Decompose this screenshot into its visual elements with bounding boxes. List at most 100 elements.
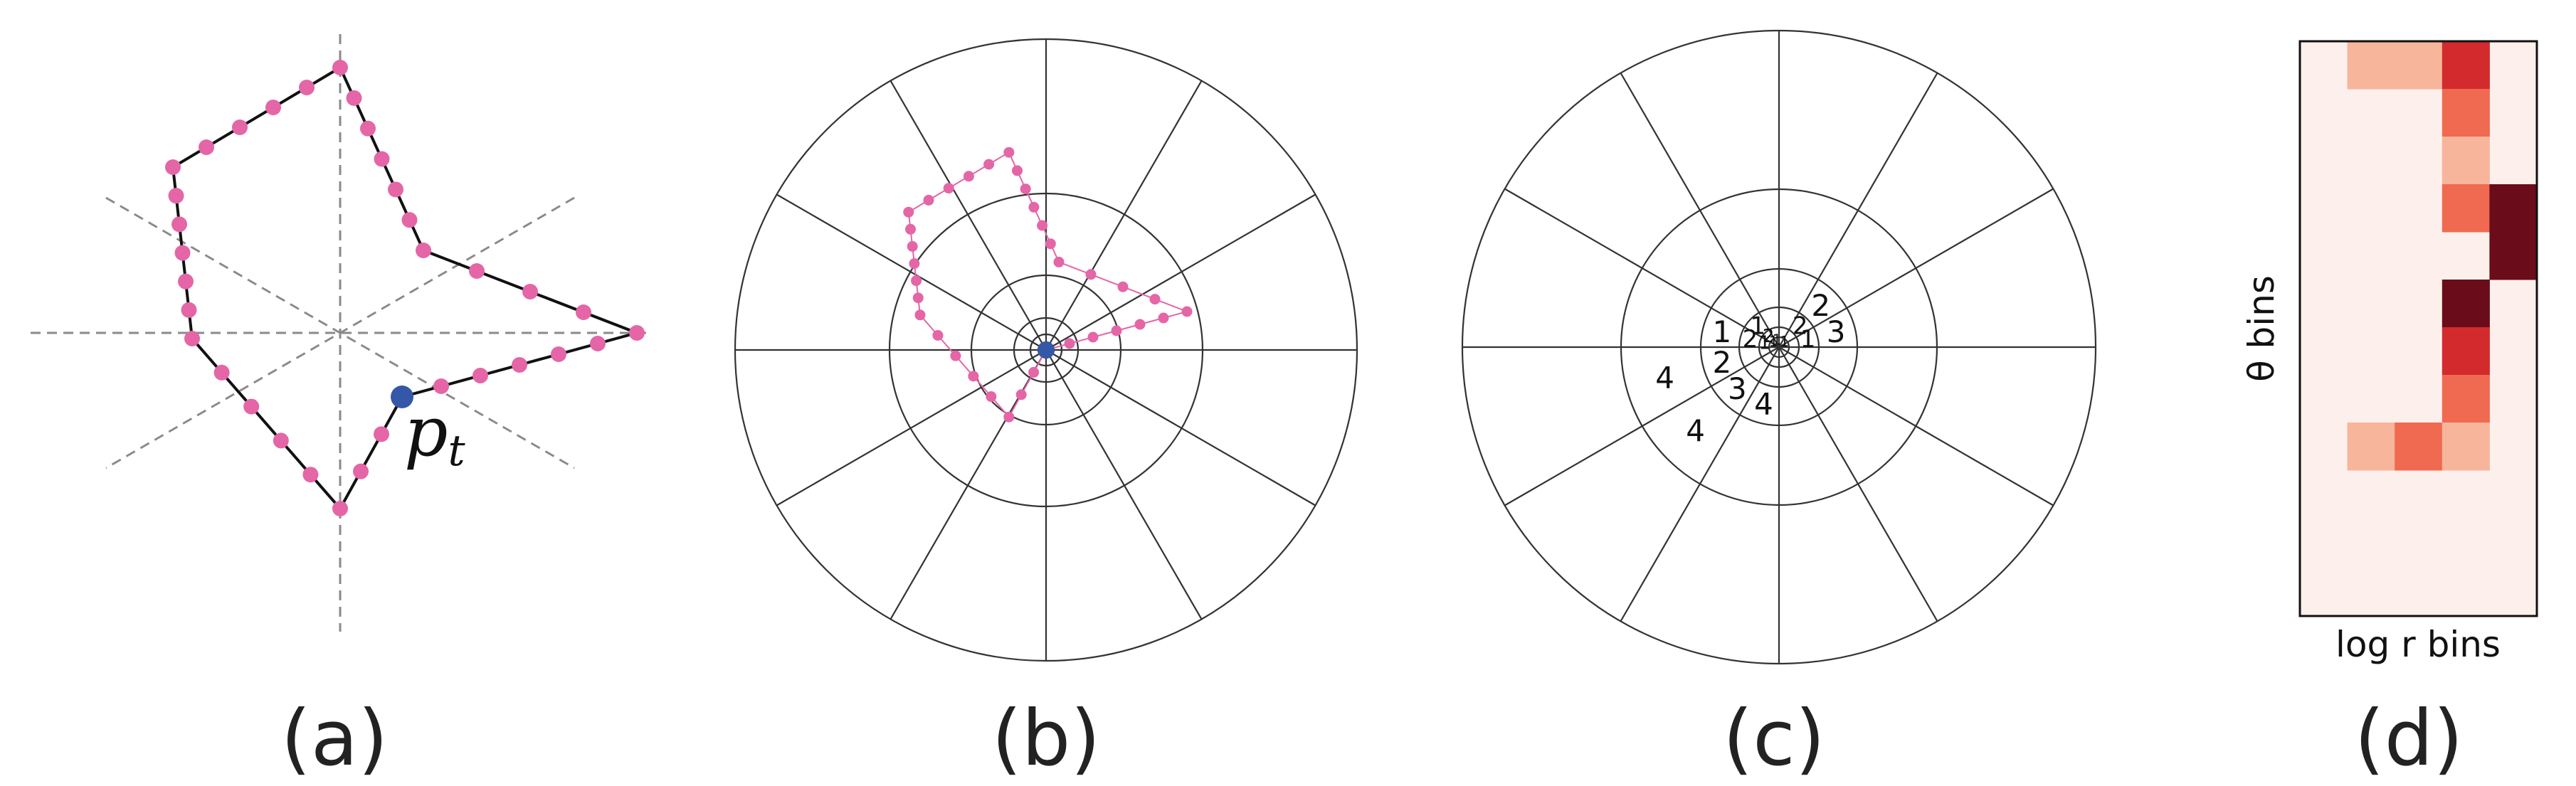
count-grid-spoke [1620,346,1780,622]
mapped-point [905,223,916,235]
sample-point [469,263,485,279]
sample-point [433,378,449,394]
mapped-point [1117,281,1129,292]
bin-count-label: 1 [1773,331,1782,348]
sample-point [168,188,184,204]
grid-spoke [1045,193,1316,351]
mapped-point [1015,389,1027,400]
mapped-point [914,309,926,321]
caption-c: (c) [1723,694,1825,783]
y-axis-label: θ bins [2241,275,2282,382]
grid-spoke [890,80,1047,351]
histogram-cell [2442,89,2490,137]
mapped-point [932,329,944,341]
count-grid-spoke [1778,346,2054,506]
sample-point [346,90,362,106]
histogram-background [2300,41,2537,616]
sample-point [178,273,194,290]
mapped-point [1149,294,1161,305]
mapped-point [1003,411,1015,423]
bin-count-label: 1 [1780,333,1789,350]
sample-point [243,398,260,415]
panel-b-log-polar-grid: (b) [734,38,1358,783]
sample-point [576,304,591,320]
sample-point [353,463,369,479]
mapped-point [909,258,920,269]
histogram-cell [2347,423,2395,471]
sample-point [199,139,214,155]
sample-point [265,100,281,115]
sample-point [171,216,187,233]
mapped-point [1158,312,1169,324]
mapped-point [1012,165,1023,176]
mapped-point [1003,147,1015,158]
bin-count-label: 1 [1769,333,1778,350]
bin-count-label: 4 [1686,413,1705,448]
histogram-cells [2300,41,2538,616]
sample-point [273,432,289,449]
mapped-point [1028,201,1040,213]
histogram-frame [2298,40,2538,617]
mapped-point [1111,325,1122,336]
histogram-cell [2442,423,2490,471]
mapped-point [907,240,918,252]
caption-b: (b) [992,694,1101,783]
histogram-cell [2347,41,2395,90]
sample-point [181,302,197,318]
histogram-cell [2442,280,2490,328]
bin-count-label: 4 [1655,360,1674,395]
bin-count-label: 1 [1758,333,1770,354]
sample-point [590,336,606,351]
sample-point [473,368,488,383]
bin-count-label: 1 [1800,325,1816,354]
sample-point [213,364,230,381]
count-grid-spoke [1620,73,1780,348]
count-grid-spoke [1778,73,1938,348]
bin-count-label: 3 [1728,371,1747,406]
sample-point [302,467,319,483]
bin-count-label: 1 [1750,312,1765,340]
mapped-point [1028,366,1040,378]
grid-spoke [776,193,1047,351]
count-grid-spoke [1778,346,1938,622]
sample-point [374,426,389,442]
guide-line [105,196,575,469]
histogram-cell [2442,184,2490,233]
mapped-point [986,391,997,403]
histogram-cell [2442,41,2490,90]
mapped-sample-points [903,147,1193,423]
mapped-point [963,171,974,182]
panel-d-histogram: log r bins θ bins (d) [2241,40,2538,783]
mapped-point [903,206,914,218]
grid-spoke [1045,349,1203,620]
histogram-cell [2442,327,2490,376]
sample-point [174,245,191,261]
mapped-point [1181,306,1193,317]
caption-d: (d) [2355,694,2464,783]
log-polar-guide-lines [31,34,650,632]
mapped-point [911,275,922,287]
contour-sample-points [165,60,645,516]
mapped-point [923,194,934,206]
mapped-point [950,350,961,361]
bin-count-label: 2 [1811,288,1830,323]
sample-point [401,212,418,228]
histogram-cell [2395,423,2443,471]
histogram-cell [2395,41,2443,90]
mapped-point [968,371,979,382]
sample-point [332,501,348,516]
mapped-point [943,183,954,194]
x-axis-label: log r bins [2335,624,2501,665]
mapped-point [1085,269,1097,280]
bin-count-label: 2 [1712,345,1731,380]
caption-a: (a) [281,694,388,783]
sample-point [416,243,431,258]
panel-a-contour: pt (a) [31,34,650,783]
sample-point [388,181,403,198]
sample-point [629,325,645,341]
bin-count-label: 3 [1827,314,1846,349]
sample-point [374,151,390,167]
mapped-point [1037,220,1048,231]
